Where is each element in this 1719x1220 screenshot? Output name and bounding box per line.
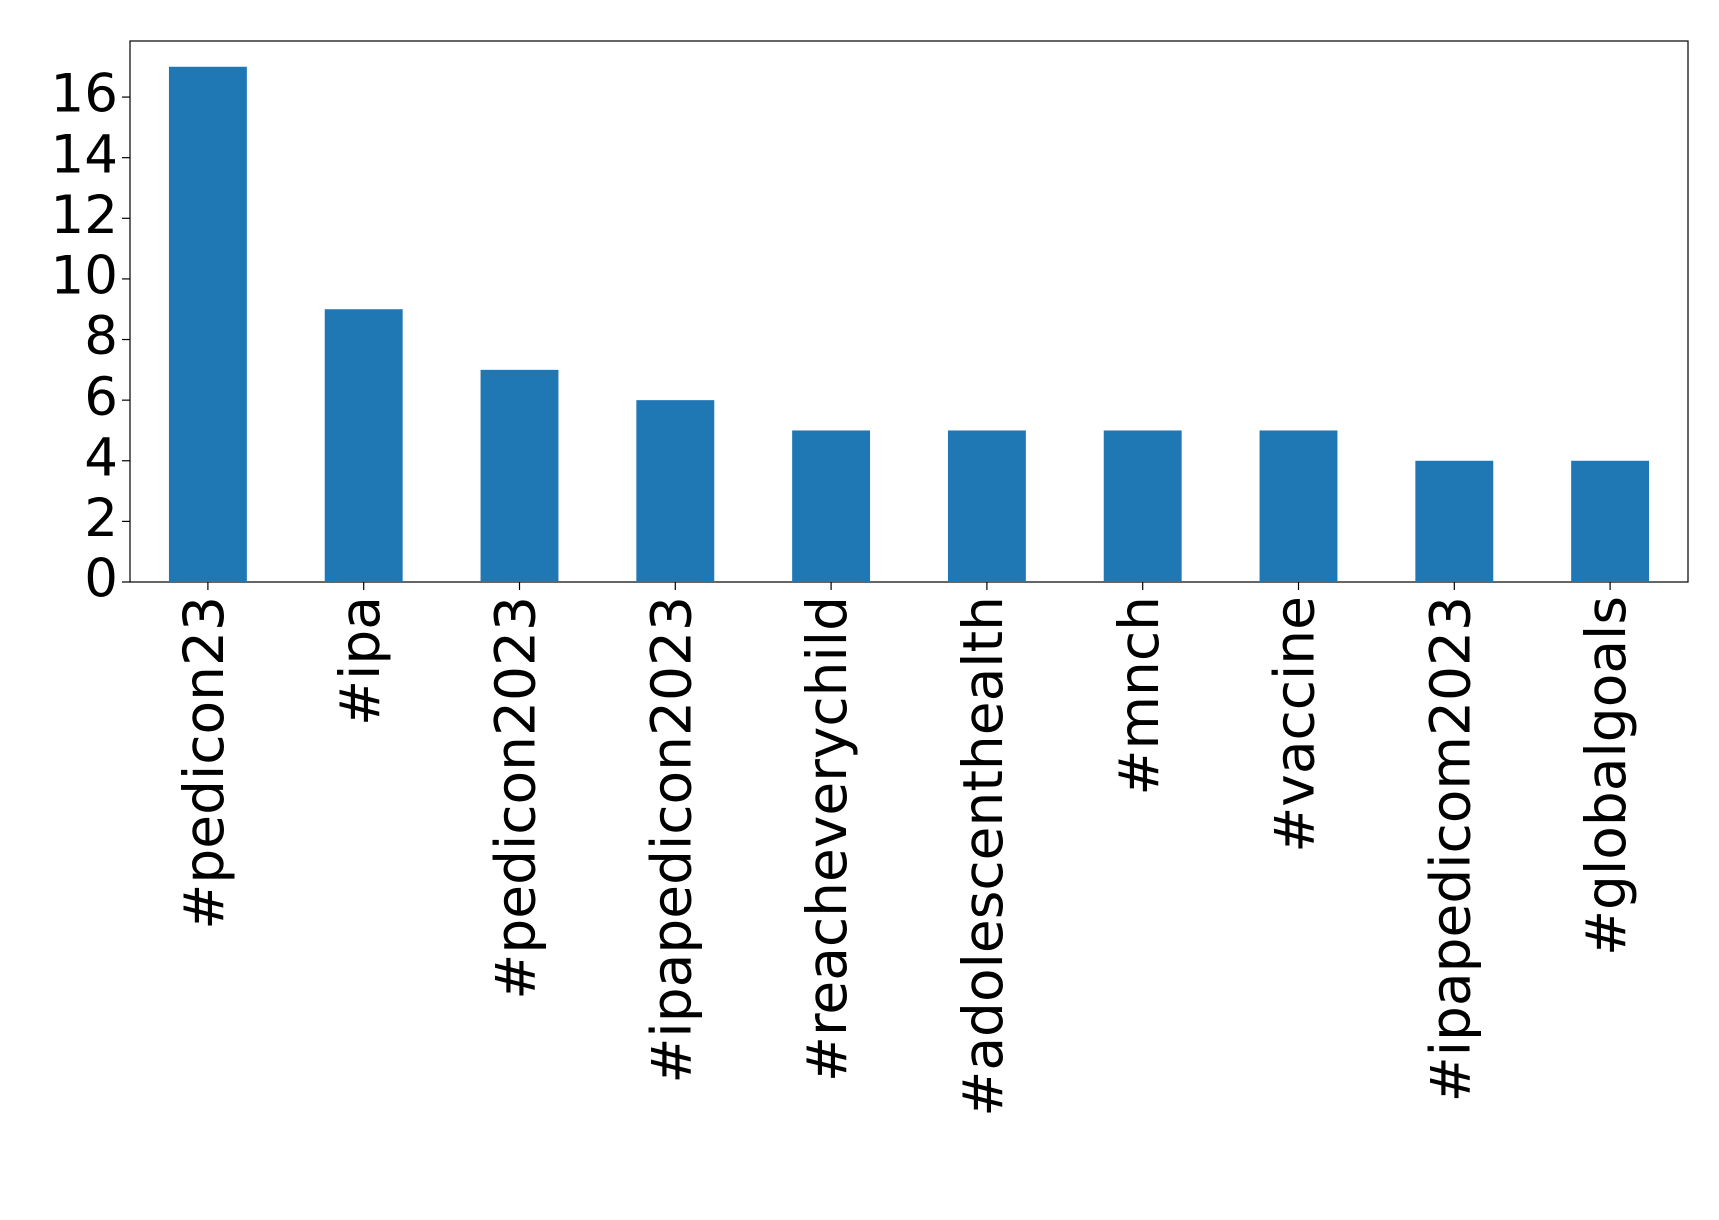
y-tick-label: 14 [51,124,118,185]
bar [168,66,247,582]
y-tick-label: 16 [51,64,118,125]
y-tick-label: 12 [51,185,118,246]
x-tick-label: #vaccine [1263,596,1327,853]
y-tick-label: 10 [51,246,118,307]
y-tick-label: 2 [84,488,118,549]
y-tick-label: 0 [84,549,118,610]
bar [947,430,1026,582]
bar [324,309,403,582]
x-tick-label: #pedicon23 [172,596,236,930]
x-tick-label: #reacheverychild [795,596,859,1082]
x-tick-label: #ipapedicom2023 [1418,596,1482,1102]
bar [1259,430,1338,582]
x-tick-label: #adolescenthealth [951,596,1015,1117]
bar [792,430,871,582]
plot-frame [129,40,1689,583]
y-tick-label: 6 [84,367,118,428]
y-tick-label: 4 [84,427,118,488]
bar [1571,460,1650,582]
bar [1103,430,1182,582]
bar [1415,460,1494,582]
x-tick-label: #ipa [328,596,392,726]
bar [636,400,715,582]
bar [480,369,559,582]
x-tick-label: #pedicon2023 [484,596,548,1000]
x-tick-label: #ipapedicon2023 [639,596,703,1084]
y-tick-label: 8 [84,306,118,367]
x-tick-label: #globalgoals [1574,596,1638,956]
x-tick-label: #mnch [1107,596,1171,796]
